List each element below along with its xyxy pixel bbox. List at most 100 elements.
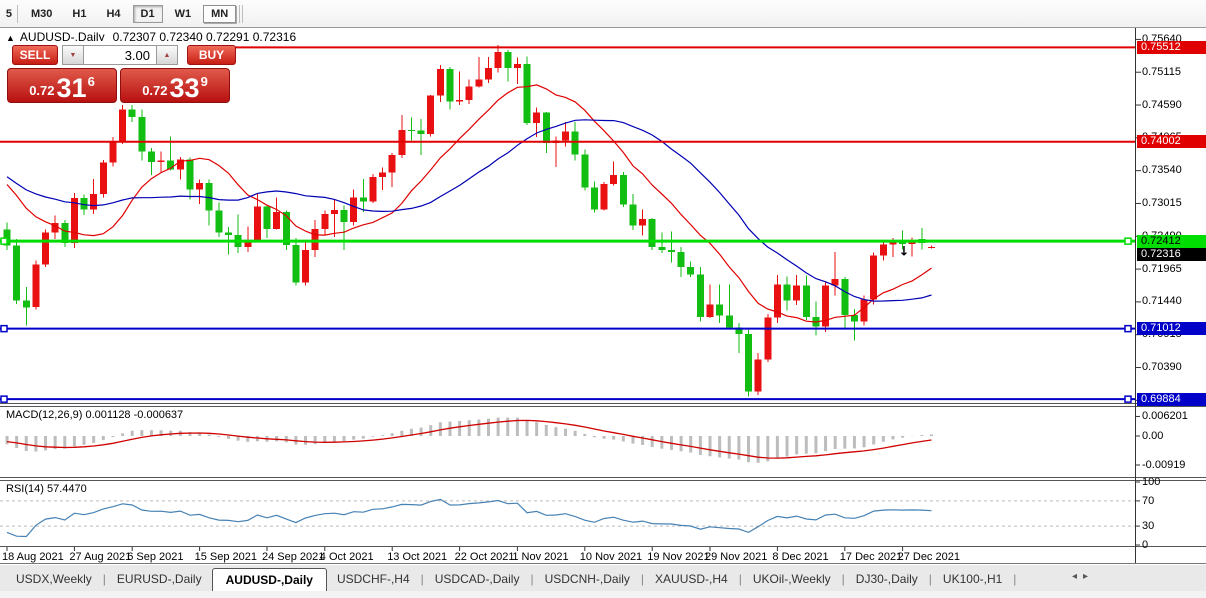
date-axis-label: 8 Dec 2021 [772,551,829,563]
hline-drag-handle[interactable] [0,324,8,333]
partial-period-button[interactable]: 5 [5,7,12,20]
candle-body [773,284,781,318]
volume-input[interactable]: 3.00 [84,45,156,65]
date-axis-label: 22 Oct 2021 [454,551,515,563]
tab-scroll-left-icon[interactable]: ◂ [1071,571,1077,582]
chart-tabs: USDX,Weekly | EURUSD-,Daily AUDUSD-,Daily US… [0,565,1017,591]
tab-separator: | [420,572,424,586]
hline-drag-handle[interactable] [1124,324,1132,333]
rsi-title: RSI(14) [6,483,44,495]
hline-drag-handle[interactable] [0,237,8,245]
candle-body [244,240,252,247]
hline-price-badge: 0.69884 [1137,392,1206,406]
candle-body [70,198,78,244]
candle-body [667,250,675,252]
hline-drag-handle[interactable] [1124,395,1132,403]
tab-scroll-right-icon[interactable]: ▸ [1082,571,1088,582]
candle-body [436,68,444,96]
volume-increase-button[interactable]: ▲ [156,45,178,65]
tab-usdchf-h4[interactable]: USDCHF-,H4 [336,572,410,586]
tab-audusd-daily[interactable]: AUDUSD-,Daily [211,568,327,591]
candle-body [802,285,810,317]
tab-eurusd-daily[interactable]: EURUSD-,Daily [116,572,202,586]
tab-usdx-weekly[interactable]: USDX,Weekly [16,572,92,586]
candle-body [687,266,695,275]
candle-body [485,68,492,80]
tab-separator: | [102,572,106,586]
period-button-h4[interactable]: H4 [106,7,121,20]
candle-body [754,359,762,392]
candle-body [302,250,310,283]
hline-drag-handle[interactable] [1124,237,1132,245]
candle-body [783,284,791,301]
candle-body [629,204,637,226]
period-button-m30[interactable]: M30 [31,7,53,20]
candle-body [273,211,281,229]
candle-body [658,246,666,251]
candle-body [388,155,396,173]
candle-body [793,285,801,301]
buy-price-pip: 9 [200,74,208,89]
sell-button[interactable]: SELL [12,45,58,65]
sell-price-pip: 6 [87,74,95,89]
tab-xauusd-h4[interactable]: XAUUSD-,H4 [655,572,728,586]
candle-body [908,241,916,244]
candle-body [13,245,21,301]
candle-body [196,183,204,190]
down-arrow-marker[interactable]: ↓ [899,244,910,259]
sell-price-tile[interactable]: 0.72 31 6 [7,68,117,103]
buy-button[interactable]: BUY [187,45,236,65]
rsi-axis-tick: 0 [1142,539,1149,551]
candle-body [407,130,415,132]
panel-collapse-icon[interactable]: ▲ [6,33,15,43]
chart-title: ▲ AUDUSD-,Daily 0.72307 0.72340 0.72291 0.… [6,30,296,44]
period-button-h1[interactable]: H1 [72,7,87,20]
candle-body [128,109,136,117]
candle-body [716,304,724,316]
period-button-mn[interactable]: MN [203,4,237,23]
date-axis-label: 17 Dec 2021 [839,551,903,563]
candle-body [494,51,502,69]
candle-body [523,63,531,124]
candle-body [860,299,868,322]
candle-body [147,151,155,162]
candle-body [350,197,358,222]
candle-body [542,112,550,144]
candle-body [90,193,98,210]
candle-body [764,317,772,360]
sell-price-main: 31 [56,73,87,103]
trade-controls-row: SELL ▼ 3.00 ▲ BUY [12,45,236,65]
period-button-d1[interactable]: D1 [132,4,163,23]
candle-body [186,159,194,190]
tab-uk100-h1[interactable]: UK100-,H1 [942,572,1003,586]
rsi-axis-tick: 70 [1142,494,1155,507]
price-axis-tick: 0.71440 [1142,295,1182,308]
candle-body [446,68,454,102]
candle-body [850,315,858,322]
tab-separator: | [928,572,932,586]
hline-price-badge: 0.71012 [1137,322,1206,336]
price-axis-tick: 0.74590 [1142,98,1182,111]
candle-body [427,95,435,134]
candle-body [504,51,512,69]
date-axis-label: 27 Dec 2021 [897,551,960,563]
volume-decrease-button[interactable]: ▼ [62,45,84,65]
date-axis-label: 6 Sep 2021 [127,551,184,563]
tab-separator: | [530,572,534,586]
candle-body [822,285,830,327]
buy-price-tile[interactable]: 0.72 33 9 [120,68,230,103]
tab-dj30-daily[interactable]: DJ30-,Daily [855,572,918,586]
rsi-axis-tick: 30 [1142,520,1155,533]
tab-usdcad-daily[interactable]: USDCAD-,Daily [434,572,520,586]
candle-body [571,131,579,155]
candle-body [590,187,598,210]
candle-body [330,210,338,214]
hline-drag-handle[interactable] [0,395,8,403]
candle-body [745,333,753,392]
price-tiles: 0.72 31 6 0.72 33 9 [7,68,230,103]
tab-usdcnh-daily[interactable]: USDCNH-,Daily [544,572,630,586]
ma-slow-line [6,119,932,302]
period-button-w1[interactable]: W1 [174,7,192,20]
tab-ukoil-weekly[interactable]: UKOil-,Weekly [752,572,831,586]
